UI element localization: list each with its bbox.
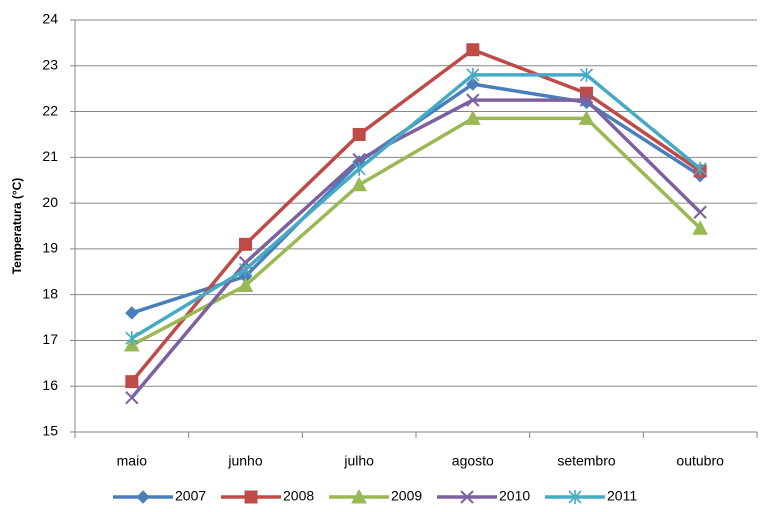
marker [580, 86, 593, 100]
y-tick-label: 20 [42, 194, 58, 210]
marker [578, 110, 595, 125]
marker [351, 488, 367, 504]
y-tick-label: 17 [42, 331, 58, 347]
marker [568, 490, 582, 504]
y-tick-label: 16 [42, 377, 58, 393]
series-line [130, 48, 702, 383]
legend-label: 2009 [391, 488, 422, 504]
y-tick-label: 21 [42, 148, 58, 164]
y-tick-label: 15 [42, 423, 58, 439]
y-tick-label: 19 [42, 240, 58, 256]
marker [237, 277, 254, 293]
x-tick-label: setembro [557, 453, 616, 469]
marker [693, 161, 707, 176]
marker [125, 306, 139, 320]
y-tick-label: 23 [42, 56, 58, 72]
marker [466, 93, 480, 107]
legend-label: 2008 [283, 488, 314, 504]
marker [466, 77, 480, 91]
marker [466, 67, 480, 82]
marker [125, 331, 139, 346]
marker [693, 205, 707, 219]
x-tick-label: agosto [452, 453, 494, 469]
y-axis-label: Temperatura (°C) [10, 178, 24, 275]
y-tick-label: 24 [42, 11, 58, 27]
marker [579, 67, 594, 82]
legend-label: 2010 [499, 488, 530, 504]
marker [692, 220, 709, 235]
x-tick-label: junho [227, 453, 262, 469]
marker [352, 127, 366, 141]
marker [352, 161, 366, 176]
x-tick-label: outubro [676, 453, 724, 469]
marker [466, 43, 480, 57]
marker [464, 110, 481, 125]
legend-label: 2011 [607, 488, 637, 504]
series-line [130, 73, 702, 340]
y-tick-label: 18 [42, 285, 58, 301]
marker [239, 237, 252, 251]
x-tick-label: julho [343, 453, 374, 469]
x-tick-label: maio [117, 453, 148, 469]
marker [579, 93, 594, 107]
marker [125, 375, 139, 389]
marker [125, 390, 139, 405]
marker [460, 490, 474, 504]
marker [351, 176, 368, 192]
series-line [131, 116, 702, 347]
marker [238, 262, 253, 277]
marker [136, 490, 150, 504]
legend-label: 2007 [175, 488, 206, 504]
y-tick-label: 22 [42, 102, 58, 118]
series-line [130, 98, 702, 399]
marker [244, 490, 258, 504]
